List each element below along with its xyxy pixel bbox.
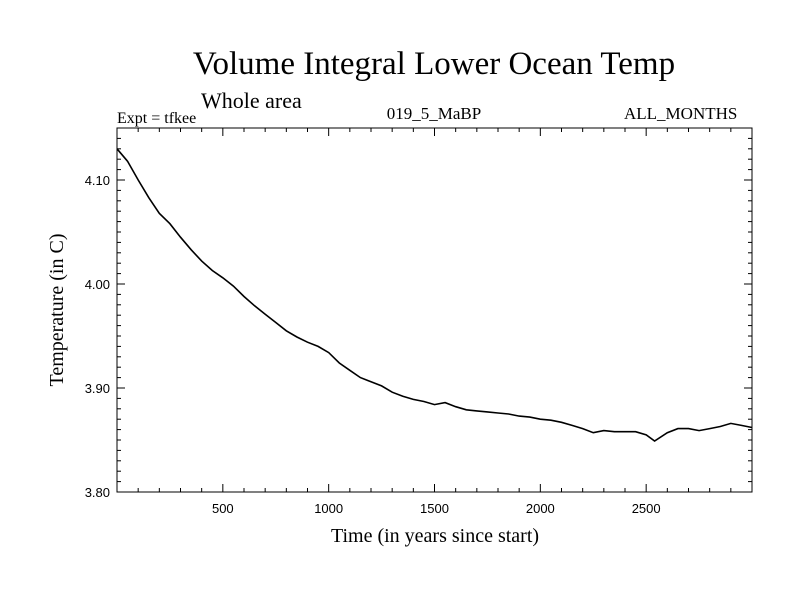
y-tick-label: 4.10 [85,173,110,188]
y-tick-label: 4.00 [85,277,110,292]
experiment-label: Expt = tfkee [117,110,197,127]
tick-labels: 500 1000 1500 2000 2500 3.80 3.90 4.00 4.10 [85,173,661,516]
x-tick-label: 500 [212,501,234,516]
y-tick-label: 3.90 [85,381,110,396]
x-axis-title: Time (in years since start) [331,525,539,547]
months-label: ALL_MONTHS [624,104,738,123]
x-tick-label: 2500 [632,501,661,516]
x-tick-label: 2000 [526,501,555,516]
chart-title: Volume Integral Lower Ocean Temp [192,46,676,82]
x-tick-label: 1500 [420,501,449,516]
chart-subtitle: Whole area [201,88,302,113]
plot-frame [116,127,753,493]
run-id-label: 019_5_MaBP [386,104,482,123]
y-axis-title: Temperature (in C) [46,234,68,387]
series-line [116,148,753,442]
x-tick-label: 1000 [314,501,343,516]
axis-ticks [117,127,752,493]
y-tick-label: 3.80 [85,485,110,500]
